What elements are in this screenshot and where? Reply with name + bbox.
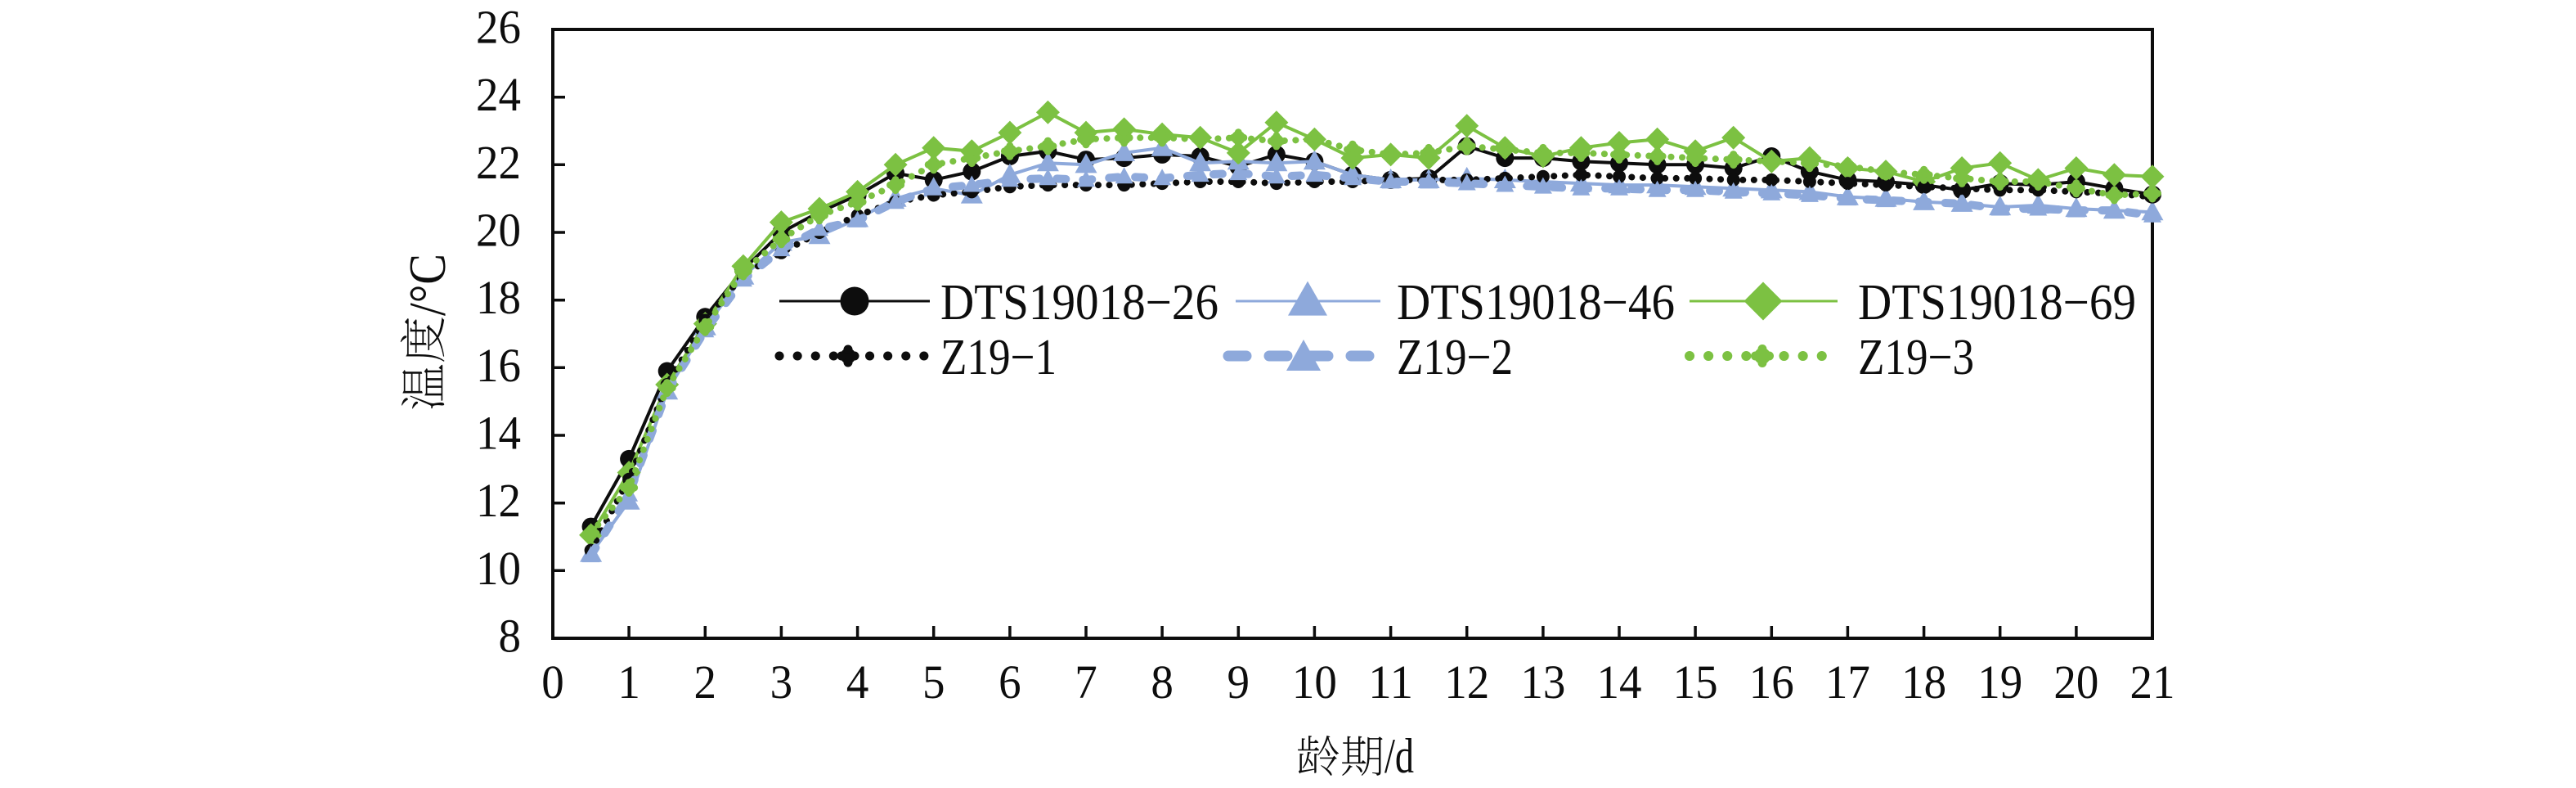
svg-text:/d: /d xyxy=(1384,729,1414,783)
svg-text:12: 12 xyxy=(1444,655,1489,709)
svg-text:14: 14 xyxy=(1597,655,1642,709)
svg-text:5: 5 xyxy=(922,655,945,709)
svg-text:10: 10 xyxy=(476,542,521,595)
svg-text:Z19−1: Z19−1 xyxy=(940,330,1057,385)
svg-text:16: 16 xyxy=(1749,655,1794,709)
svg-text:10: 10 xyxy=(1292,655,1337,709)
svg-text:DTS19018−46: DTS19018−46 xyxy=(1397,275,1675,331)
svg-text:22: 22 xyxy=(476,136,521,189)
svg-text:2: 2 xyxy=(694,655,717,709)
svg-text:18: 18 xyxy=(476,271,521,324)
svg-text:8: 8 xyxy=(499,610,522,663)
svg-text:18: 18 xyxy=(1901,655,1946,709)
svg-text:11: 11 xyxy=(1368,655,1413,709)
svg-text:0: 0 xyxy=(541,655,564,709)
svg-text:21: 21 xyxy=(2130,655,2175,709)
svg-text:/°C: /°C xyxy=(399,254,456,316)
svg-text:20: 20 xyxy=(2053,655,2098,709)
svg-text:13: 13 xyxy=(1520,655,1565,709)
svg-text:24: 24 xyxy=(476,68,521,121)
svg-text:20: 20 xyxy=(476,204,521,257)
svg-text:26: 26 xyxy=(476,1,521,54)
svg-text:DTS19018−26: DTS19018−26 xyxy=(940,275,1218,331)
svg-text:4: 4 xyxy=(846,655,869,709)
svg-text:16: 16 xyxy=(476,339,521,392)
svg-text:7: 7 xyxy=(1075,655,1097,709)
svg-text:6: 6 xyxy=(999,655,1021,709)
svg-text:Z19−2: Z19−2 xyxy=(1397,330,1513,385)
svg-text:9: 9 xyxy=(1227,655,1250,709)
svg-text:DTS19018−69: DTS19018−69 xyxy=(1858,275,2136,331)
svg-text:Z19−3: Z19−3 xyxy=(1858,330,1974,385)
svg-text:12: 12 xyxy=(476,474,521,527)
svg-text:3: 3 xyxy=(770,655,793,709)
svg-text:15: 15 xyxy=(1673,655,1718,709)
svg-text:17: 17 xyxy=(1825,655,1870,709)
svg-text:19: 19 xyxy=(1977,655,2022,709)
svg-text:14: 14 xyxy=(476,407,521,460)
svg-text:8: 8 xyxy=(1151,655,1174,709)
svg-text:1: 1 xyxy=(617,655,640,709)
